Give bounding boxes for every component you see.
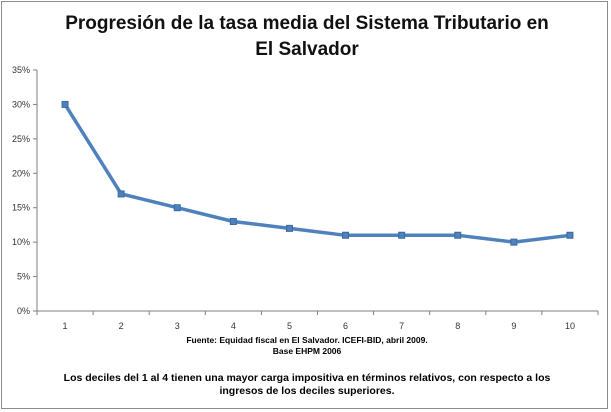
x-tick-label: 7 — [399, 321, 404, 331]
x-tick-label: 6 — [343, 321, 348, 331]
x-tick-label: 2 — [119, 321, 124, 331]
source-line-2: Base EHPM 2006 — [272, 346, 342, 356]
data-point — [510, 238, 518, 246]
source-line-1: Fuente: Equidad fiscal en El Salvador. I… — [186, 335, 428, 345]
series-line — [63, 102, 572, 244]
data-point — [454, 231, 462, 239]
y-tick-label: 10% — [12, 237, 30, 247]
chart-title: Progresión de la tasa media del Sistema … — [65, 13, 549, 60]
x-tick-label: 1 — [63, 321, 68, 331]
y-tick-label: 35% — [12, 65, 30, 75]
chart-source: Fuente: Equidad fiscal en El Salvador. I… — [122, 335, 492, 357]
data-point — [398, 231, 406, 239]
data-point — [229, 217, 237, 225]
data-point — [173, 204, 181, 212]
chart-note: Los deciles del 1 al 4 tienen una mayor … — [63, 372, 551, 397]
y-tick-label: 25% — [12, 134, 30, 144]
y-tick-label: 20% — [12, 168, 30, 178]
x-tick-label: 5 — [287, 321, 292, 331]
x-tick-label: 9 — [511, 321, 516, 331]
y-tick-label: 5% — [17, 272, 30, 282]
y-tick-label: 30% — [12, 99, 30, 109]
x-tick-label: 4 — [231, 321, 236, 331]
data-point — [61, 100, 69, 108]
data-point — [566, 231, 574, 239]
x-tick-label: 8 — [455, 321, 460, 331]
y-tick-label: 15% — [12, 203, 30, 213]
y-tick-label: 0% — [17, 306, 30, 316]
x-tick-label: 10 — [565, 321, 575, 331]
data-point — [117, 190, 125, 198]
x-tick-label: 3 — [175, 321, 180, 331]
data-point — [285, 224, 293, 232]
data-point — [342, 231, 350, 239]
